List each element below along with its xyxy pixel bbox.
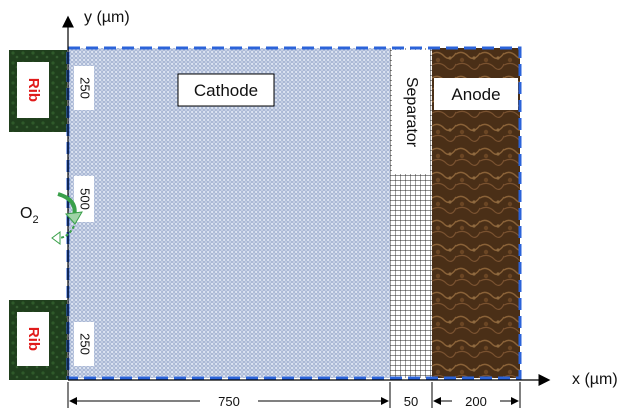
dim-middle-label: 500 <box>78 188 93 210</box>
o2-label: O2 <box>20 205 39 226</box>
dim-top-label: 250 <box>78 77 93 99</box>
cathode-label: Cathode <box>194 81 258 100</box>
y-axis-label: y (µm) <box>84 9 130 26</box>
dim-bottom-label: 250 <box>78 333 93 355</box>
cathode-label-box <box>177 73 275 107</box>
domain-boundary <box>66 46 522 380</box>
rib-bottom-label-box <box>17 312 49 366</box>
rib-bottom-label: Rib <box>25 327 42 351</box>
o2-outflow-arrowhead <box>51 231 61 245</box>
dim-bottom-box <box>74 322 94 366</box>
dim-separator-label: 50 <box>404 394 418 409</box>
x-axis-label: x (µm) <box>572 371 618 388</box>
o2-outflow-arrow <box>57 225 75 239</box>
rib-top-label: Rib <box>25 78 42 102</box>
rib-top-label-box <box>17 62 49 118</box>
dim-cathode-label: 750 <box>218 394 240 409</box>
separator-label: Separator <box>403 77 420 148</box>
dim-top-box <box>74 66 94 110</box>
separator-label-box <box>392 50 430 174</box>
anode-label: Anode <box>451 85 500 104</box>
anode-label-box <box>434 78 518 110</box>
dim-middle-box <box>74 176 94 222</box>
dim-anode-label: 200 <box>465 394 487 409</box>
o2-inflow-arrowhead <box>64 211 83 225</box>
